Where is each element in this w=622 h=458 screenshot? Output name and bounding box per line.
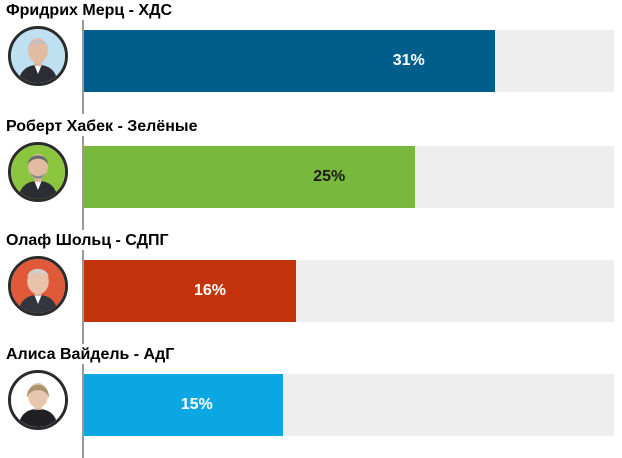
bar-axis-line — [82, 20, 84, 114]
bar-track: 25% — [84, 146, 614, 208]
person-portrait-icon — [11, 145, 65, 199]
bar-value-label: 31% — [392, 52, 425, 69]
person-portrait-icon — [11, 373, 65, 427]
candidate-photo-icon — [8, 256, 68, 316]
candidate-photo-icon — [8, 142, 68, 202]
candidate-photo-icon — [8, 26, 68, 86]
bar-value-label: 16% — [193, 282, 226, 299]
bar-track: 16% — [84, 260, 614, 322]
bar: 25% — [84, 146, 416, 208]
candidate-row: Алиса Вайдель - АдГ 15% — [0, 344, 622, 458]
candidate-name: Олаф Шольц - СДПГ — [6, 232, 169, 249]
bar: 16% — [84, 260, 296, 322]
bar-axis-line — [82, 136, 84, 230]
person-portrait-icon — [11, 29, 65, 83]
candidate-name: Роберт Хабек - Зелёные — [6, 118, 198, 135]
candidate-row: Олаф Шольц - СДПГ 16% — [0, 230, 622, 344]
bar-track: 31% — [84, 30, 614, 92]
person-portrait-icon — [11, 259, 65, 313]
bar-value-label: 25% — [313, 168, 346, 185]
bar: 31% — [84, 30, 495, 92]
bar: 15% — [84, 374, 283, 436]
bar-track: 15% — [84, 374, 614, 436]
candidate-name: Фридрих Мерц - ХДС — [6, 2, 173, 19]
candidate-photo-icon — [8, 370, 68, 430]
candidate-name: Алиса Вайдель - АдГ — [6, 346, 175, 363]
bar-axis-line — [82, 364, 84, 458]
bar-axis-line — [82, 250, 84, 344]
bar-value-label: 15% — [180, 396, 213, 413]
candidate-row: Фридрих Мерц - ХДС 31% — [0, 0, 622, 114]
candidate-row: Роберт Хабек - Зелёные 25% — [0, 116, 622, 230]
